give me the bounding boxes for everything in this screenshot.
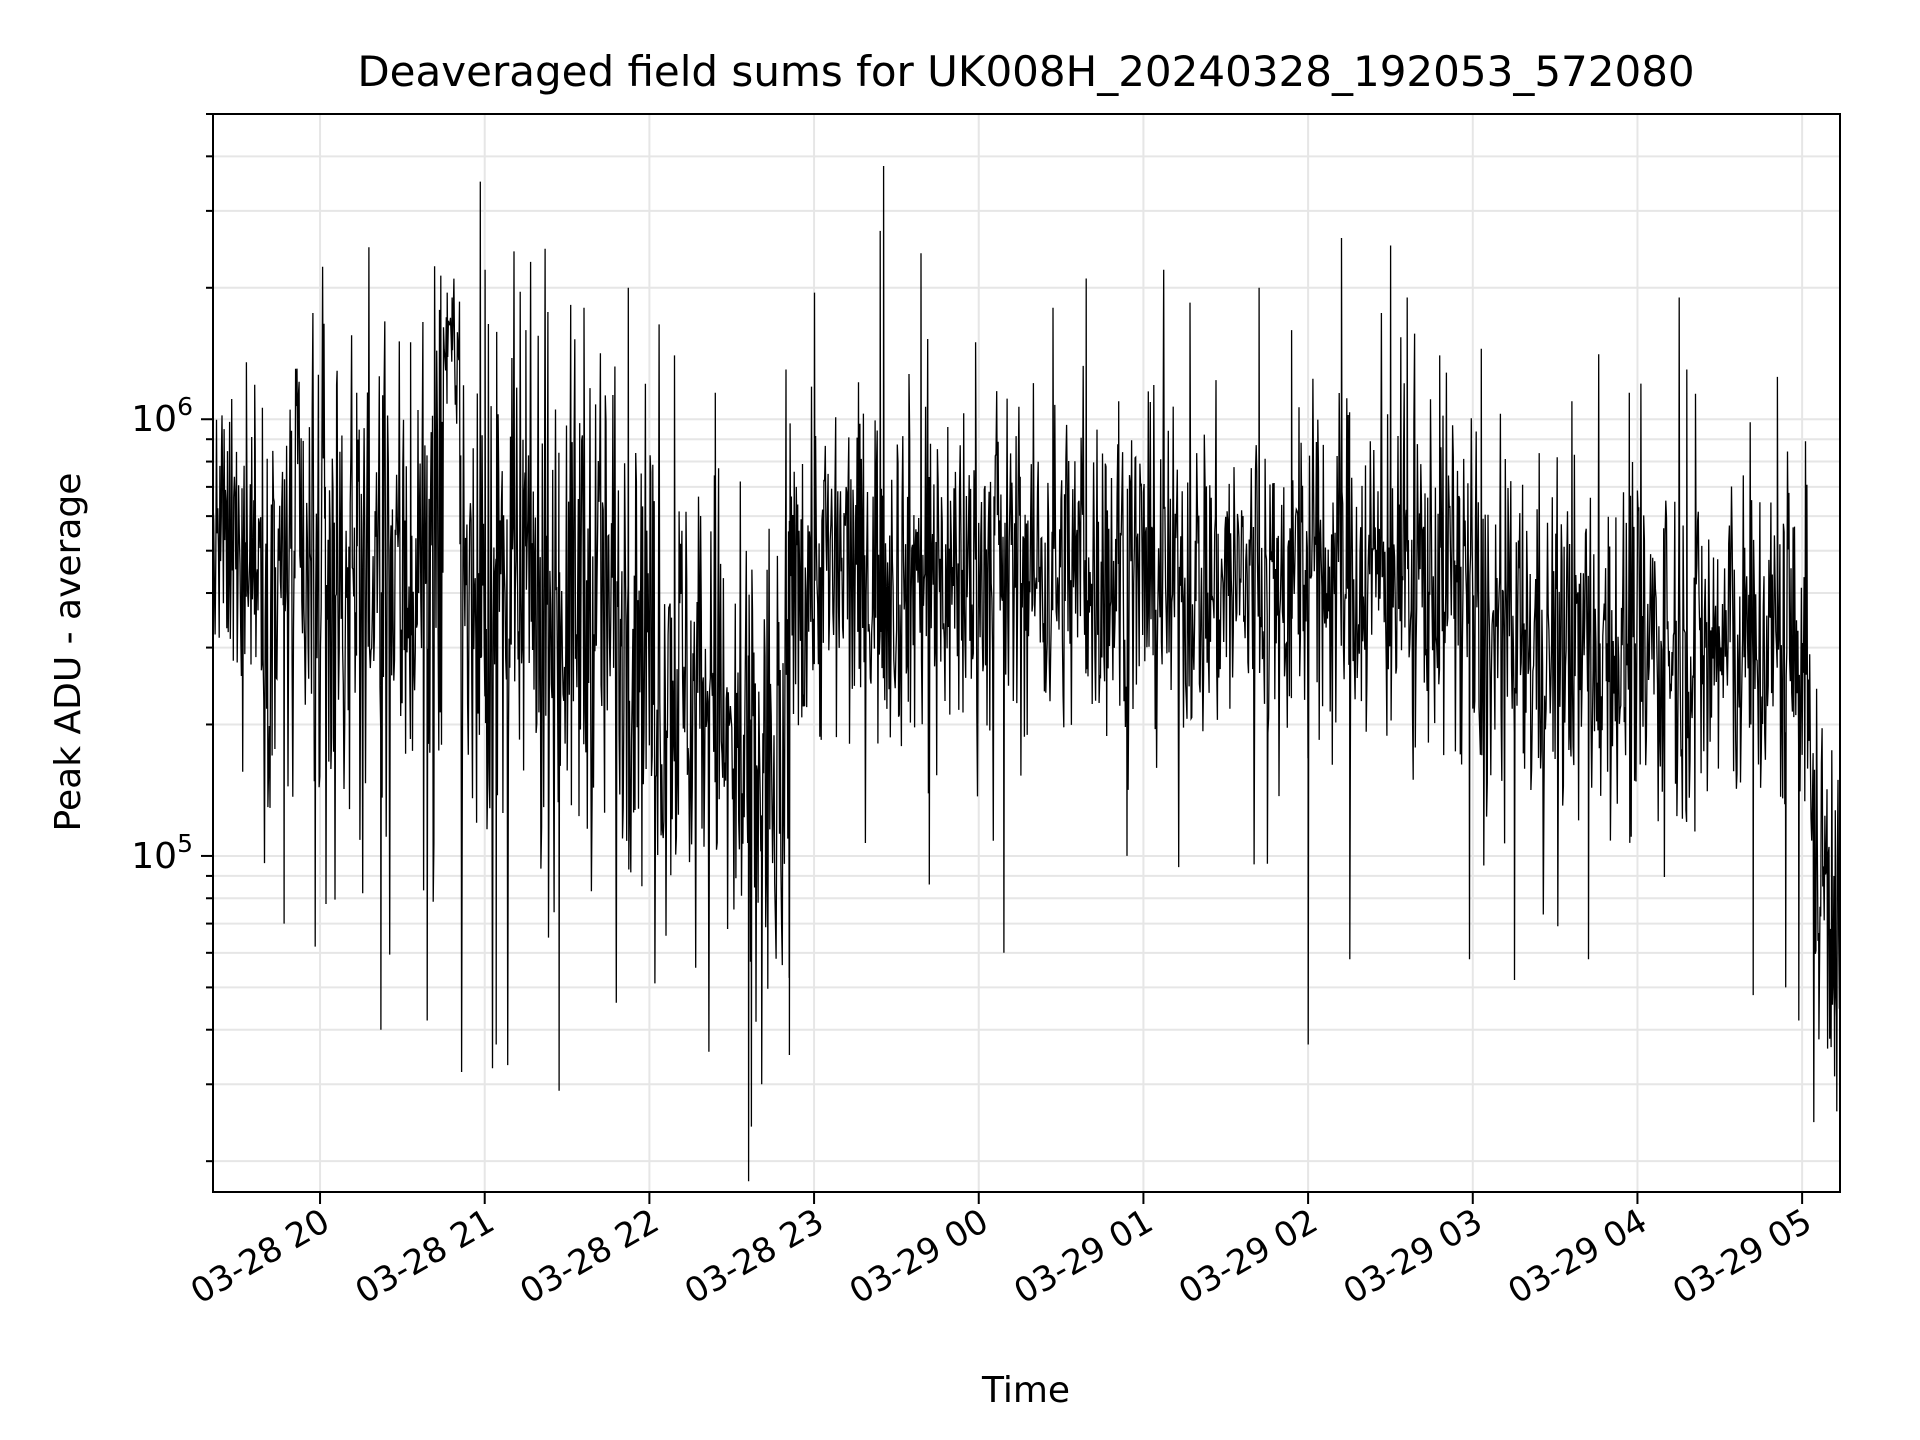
axes-frame — [212, 113, 1841, 1193]
series-line — [212, 165, 1841, 1182]
y-axis: 105 106 — [131, 113, 213, 1163]
y-tick-label: 105 — [131, 829, 193, 877]
x-axis-label: Time — [981, 1370, 1070, 1411]
y-axis-label: Peak ADU - average — [48, 473, 89, 832]
y-tick-label: 106 — [131, 392, 193, 440]
chart-title: Deaveraged field sums for UK008H_2024032… — [357, 47, 1694, 96]
data-line — [212, 165, 1841, 1182]
